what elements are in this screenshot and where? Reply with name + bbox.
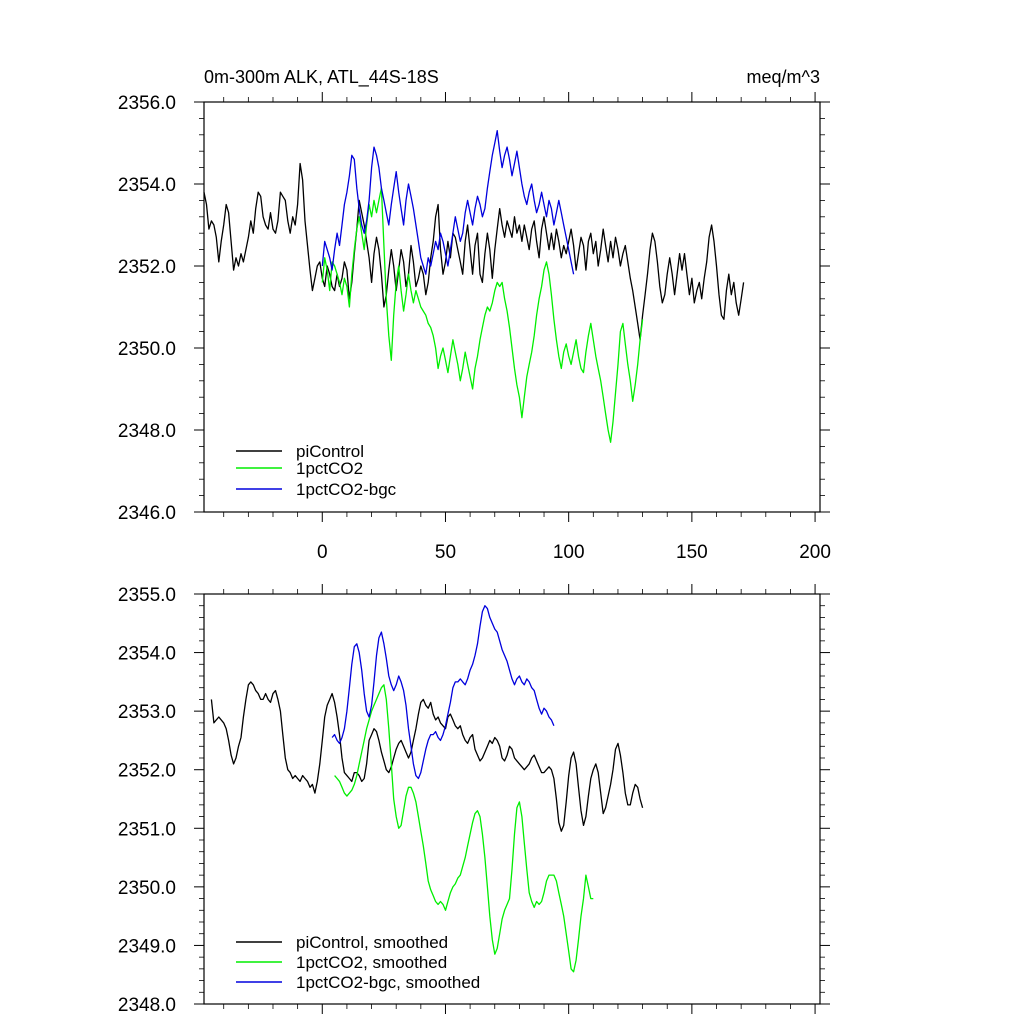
top-ytick-label-2356: 2356.0 — [118, 93, 176, 114]
top-panel-units: meq/m^3 — [747, 67, 820, 87]
top-legend: piControl 1pctCO2 1pctCO2-bgc — [236, 442, 397, 499]
top-xtick-label-100: 100 — [553, 542, 585, 563]
bottom-ytick-label-2349: 2349.0 — [118, 936, 176, 957]
bottom-ytick-label-2355: 2355.0 — [118, 585, 176, 606]
bottom-ytick-label-2351: 2351.0 — [118, 819, 176, 840]
top-plot-frame — [203, 101, 821, 513]
bottom-legend: piControl, smoothed 1pctCO2, smoothed 1p… — [236, 933, 480, 992]
top-xtick-label-0: 0 — [317, 542, 328, 563]
top-panel: 0m-300m ALK, ATL_44S-18S meq/m^3 0 50 100 1… — [118, 67, 831, 563]
top-panel-title: 0m-300m ALK, ATL_44S-18S — [204, 67, 439, 88]
top-xtick-label-200: 200 — [799, 542, 831, 563]
legend-label-picontrol-smoothed: piControl, smoothed — [296, 933, 448, 952]
bottom-plot-frame — [203, 593, 821, 1005]
top-series-layer — [203, 130, 745, 443]
bottom-ytick-label-2353: 2353.0 — [118, 702, 176, 723]
top-ytick-label-2354: 2354.0 — [118, 175, 176, 196]
bottom-series-layer — [210, 605, 644, 973]
bottom-ytick-label-2348: 2348.0 — [118, 995, 176, 1016]
top-ytick-label-2348: 2348.0 — [118, 421, 176, 442]
legend-label-picontrol: piControl — [296, 442, 364, 461]
bottom-series-picontrol-smoothed — [210, 681, 644, 832]
bottom-ytick-label-2350: 2350.0 — [118, 878, 176, 899]
legend-label-1pctco2-bgc: 1pctCO2-bgc — [296, 480, 397, 499]
top-ytick-label-2352: 2352.0 — [118, 257, 176, 278]
bottom-ytick-label-2354: 2354.0 — [118, 644, 176, 665]
legend-label-1pctco2-smoothed: 1pctCO2, smoothed — [296, 953, 447, 972]
top-ytick-label-2350: 2350.0 — [118, 339, 176, 360]
top-xtick-label-150: 150 — [676, 542, 708, 563]
legend-label-1pctco2: 1pctCO2 — [296, 459, 363, 478]
bottom-panel: 2348.0 2349.0 2350.0 2351.0 2352.0 2353.0 2354… — [118, 584, 830, 1016]
legend-label-1pctco2-bgc-smoothed: 1pctCO2-bgc, smoothed — [296, 973, 480, 992]
top-xtick-label-50: 50 — [435, 542, 456, 563]
bottom-series-1pctco2-smoothed — [334, 684, 594, 973]
bottom-series-1pctco2-bgc-smoothed — [331, 605, 555, 780]
top-series-1pctco2 — [321, 187, 644, 443]
top-series-1pctco2-bgc — [321, 130, 575, 275]
top-series-picontrol — [203, 162, 745, 341]
top-ytick-label-2346: 2346.0 — [118, 503, 176, 524]
bottom-ytick-label-2352: 2352.0 — [118, 761, 176, 782]
